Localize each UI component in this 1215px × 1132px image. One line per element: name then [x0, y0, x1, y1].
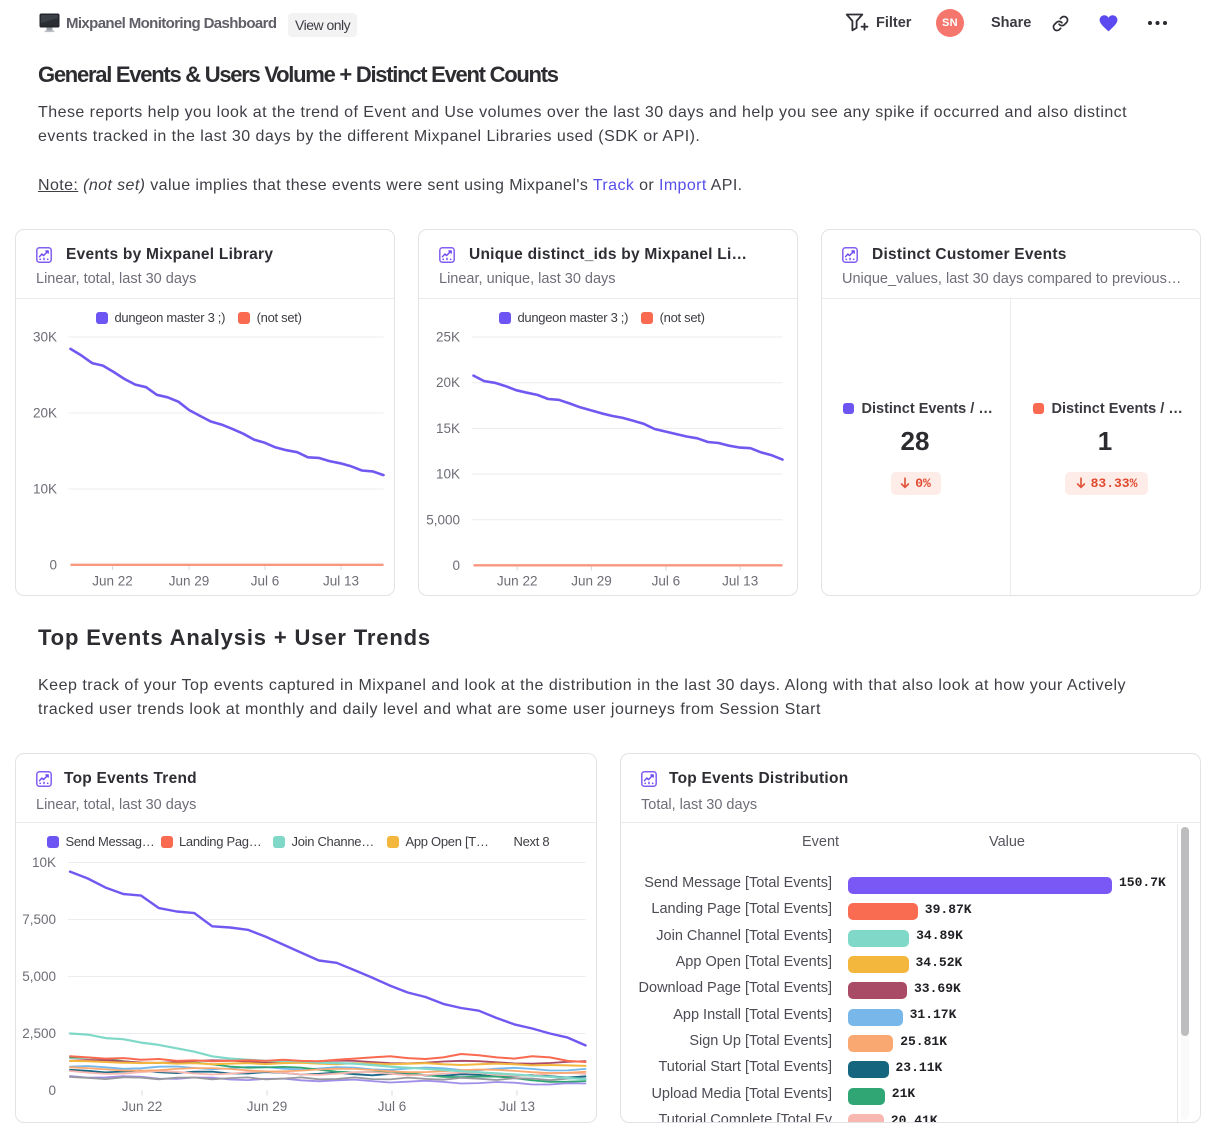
svg-text:Jul 6: Jul 6 [651, 574, 680, 589]
svg-text:5,000: 5,000 [22, 969, 56, 984]
svg-text:10K: 10K [32, 482, 56, 497]
svg-text:Jul 13: Jul 13 [498, 1099, 534, 1114]
svg-text:Jul 13: Jul 13 [322, 574, 358, 589]
svg-text:Jun 22: Jun 22 [496, 574, 537, 589]
svg-text:20K: 20K [32, 406, 56, 421]
svg-text:0: 0 [49, 558, 57, 573]
svg-text:Jul 6: Jul 6 [250, 574, 279, 589]
svg-text:0: 0 [48, 1083, 56, 1098]
svg-text:0: 0 [452, 558, 460, 573]
svg-text:30K: 30K [32, 330, 56, 345]
svg-text:2,500: 2,500 [22, 1026, 56, 1041]
svg-text:Jun 29: Jun 29 [571, 574, 612, 589]
svg-text:25K: 25K [435, 330, 459, 345]
svg-text:5,000: 5,000 [426, 512, 460, 527]
svg-text:Jul 6: Jul 6 [377, 1099, 406, 1114]
svg-text:10K: 10K [31, 855, 55, 870]
svg-text:Jun 29: Jun 29 [246, 1099, 287, 1114]
svg-text:10K: 10K [435, 467, 459, 482]
svg-text:20K: 20K [435, 375, 459, 390]
svg-text:7,500: 7,500 [22, 912, 56, 927]
svg-text:15K: 15K [435, 421, 459, 436]
svg-text:Jun 29: Jun 29 [168, 574, 209, 589]
svg-text:Jul 13: Jul 13 [722, 574, 758, 589]
svg-text:Jun 22: Jun 22 [92, 574, 133, 589]
svg-text:Jun 22: Jun 22 [121, 1099, 162, 1114]
